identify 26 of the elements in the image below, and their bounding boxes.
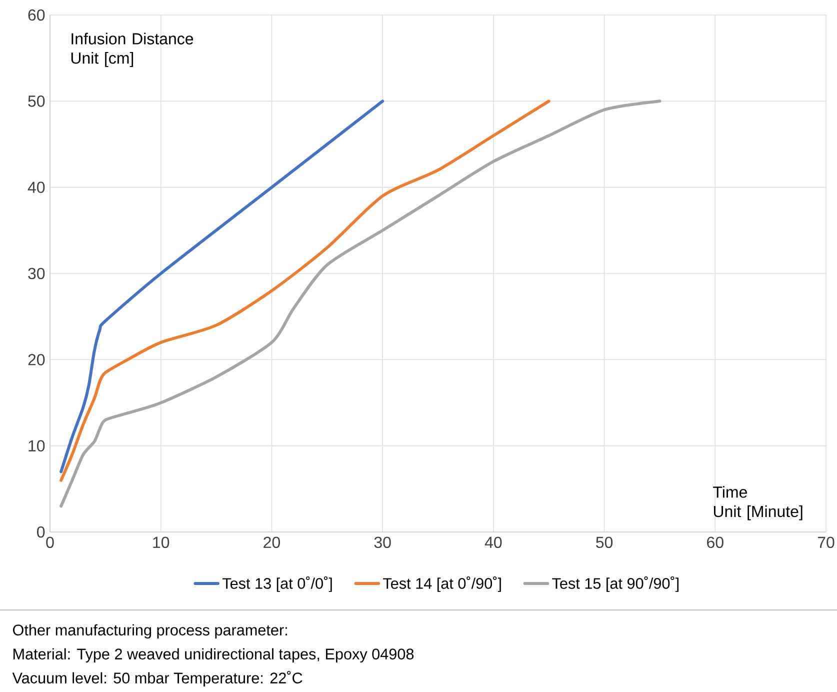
y-tick-label: 50: [28, 96, 45, 107]
line-series: [60, 100, 550, 482]
y-tick-label: 40: [28, 182, 45, 193]
text: Vacuum level: 50 mbar Temperature: 22˚C: [12, 670, 302, 687]
y-axis-title: Infusion Distance Unit [cm]: [71, 32, 194, 67]
x-tick-label: 70: [818, 536, 834, 548]
legend-label: Test 15 [at 90˚/90˚]: [552, 576, 679, 592]
x-axis-title: Time Unit [Minute]: [713, 486, 802, 520]
x-tick-label: 50: [596, 536, 613, 548]
x-tick-label: 60: [707, 536, 724, 548]
x-tick-label: 40: [484, 536, 502, 548]
line-series: [60, 100, 384, 474]
x-tick-label: 0: [46, 536, 54, 548]
text: Material: Type 2 weaved unidirectional tapes, Epoxy 04908: [14, 648, 414, 663]
x-tick-label: 10: [153, 536, 170, 548]
text: Other manufacturing process parameter:: [13, 624, 287, 639]
y-tick-label: 30: [28, 268, 45, 280]
y-tick-label: 10: [28, 440, 45, 452]
legend-label: Test 14 [at 0˚/90˚]: [383, 576, 501, 592]
y-tick-label: 0: [37, 526, 45, 538]
legend-label: Test 13 [at 0˚/0˚]: [222, 576, 332, 592]
y-tick-label: 20: [28, 354, 45, 366]
y-tick-label: 60: [28, 9, 45, 21]
x-tick-label: 30: [374, 536, 391, 548]
x-tick-label: 20: [264, 536, 280, 548]
line-series: [60, 100, 662, 508]
